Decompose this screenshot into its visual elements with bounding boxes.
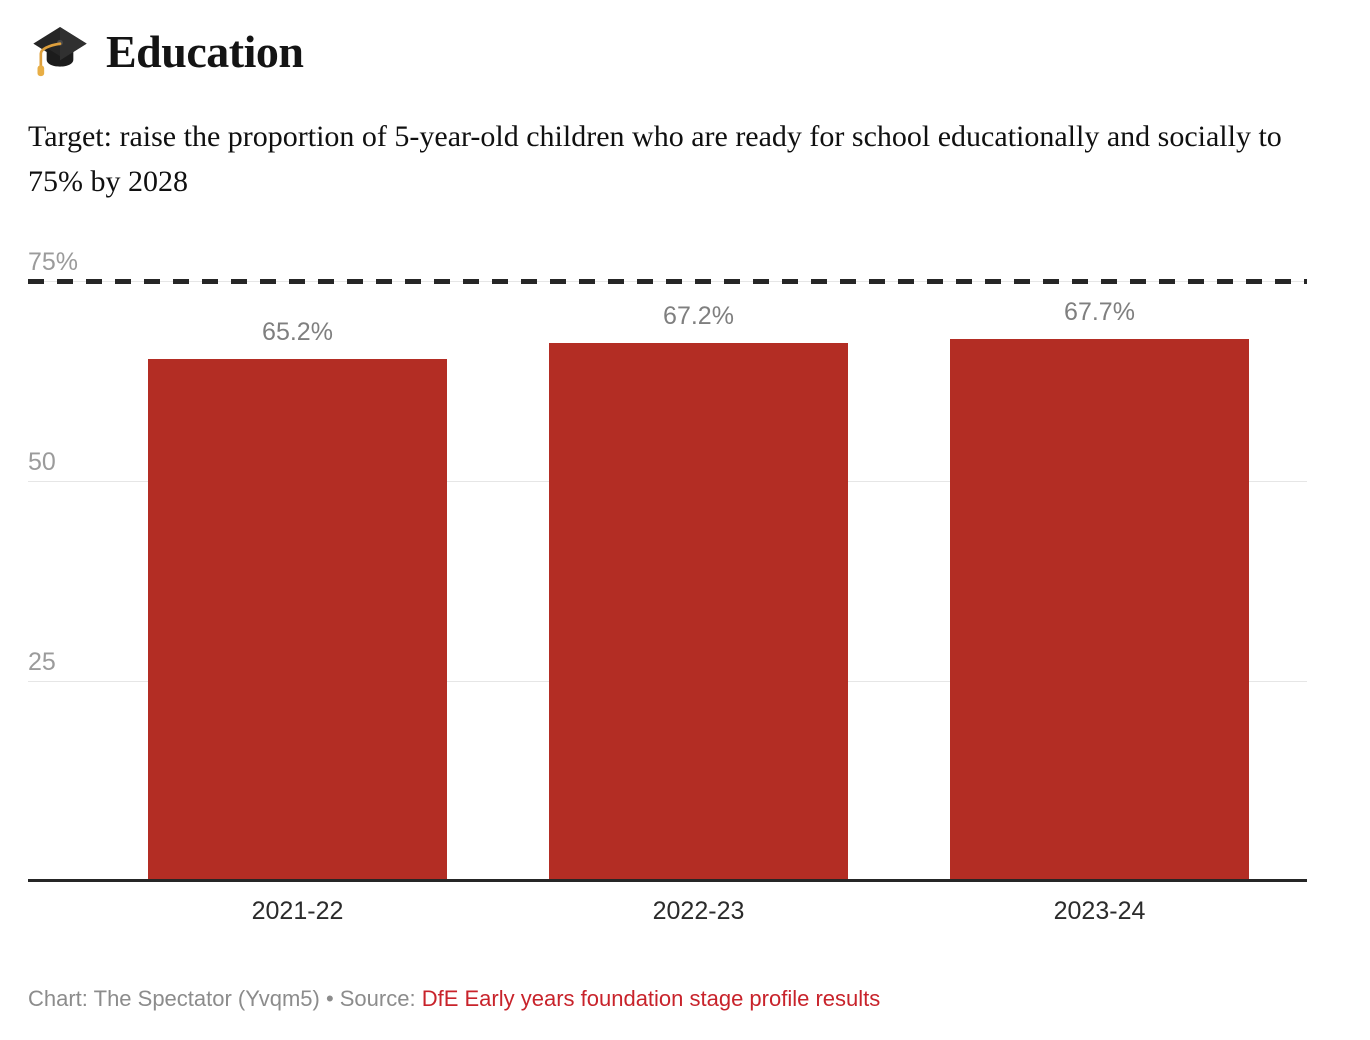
value-label-2021-22: 65.2%	[262, 318, 333, 346]
bar-2023-24[interactable]	[950, 339, 1249, 881]
credit-text: Chart: The Spectator (Yvqm5) • Source:	[28, 986, 422, 1011]
xtick-label-2023-24: 2023-24	[1053, 897, 1146, 925]
value-label-2023-24: 67.7%	[1064, 298, 1135, 326]
page-title: Education	[106, 26, 304, 77]
xtick-label-2021-22: 2021-22	[251, 897, 344, 925]
xtick-label-2022-23: 2022-23	[652, 897, 745, 925]
target-line	[28, 279, 1307, 284]
chart-subtitle: Target: raise the proportion of 5-year-o…	[28, 120, 1282, 198]
bar-2021-22[interactable]	[148, 359, 447, 881]
ytick-label-50: 50	[28, 448, 56, 476]
graduation-cap-icon	[33, 27, 87, 77]
x-axis-line	[28, 879, 1307, 882]
chart-caption: Chart: The Spectator (Yvqm5) • Source: D…	[28, 984, 880, 1014]
ytick-label-25: 25	[28, 648, 56, 676]
ytick-label-75: 75%	[28, 248, 79, 276]
plot-area: 25 50 75% 65.2% 2021-22 67.2% 2022-23 67.7% 2023…	[28, 248, 1307, 925]
source-link[interactable]: DfE Early years foundation stage profile…	[421, 986, 881, 1011]
value-label-2022-23: 67.2%	[663, 302, 734, 330]
chart-header: Education	[30, 22, 304, 82]
bar-2022-23[interactable]	[549, 343, 848, 881]
